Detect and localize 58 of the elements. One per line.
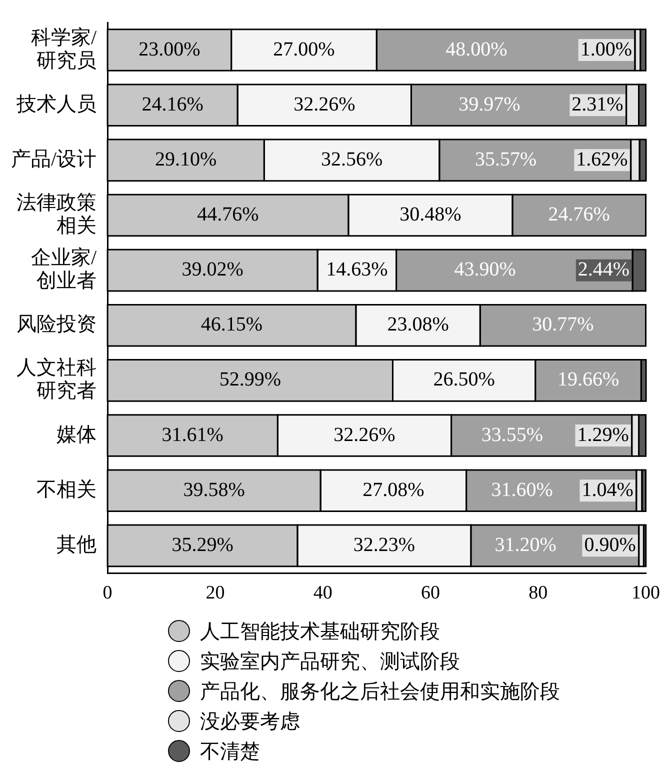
data-label: 23.00% <box>138 38 200 60</box>
legend-label: 产品化、服务化之后社会使用和实施阶段 <box>200 680 560 704</box>
data-label: 46.15% <box>200 314 263 336</box>
y-tick-label: 风险投资 <box>16 314 97 336</box>
x-tick-label: 80 <box>528 582 548 604</box>
data-label: 26.50% <box>433 368 495 391</box>
data-label: 1.29% <box>577 424 629 446</box>
data-label: 30.48% <box>400 203 462 226</box>
x-tick-label: 100 <box>632 582 660 604</box>
data-label: 0.90% <box>584 534 636 556</box>
data-label: 27.00% <box>273 38 335 60</box>
data-label: 1.62% <box>576 148 628 170</box>
data-label: 44.76% <box>197 203 259 226</box>
y-tick-label: 产品/设计 <box>10 148 97 170</box>
data-label: 31.60% <box>491 478 553 501</box>
data-label: 30.77% <box>532 314 594 336</box>
data-label: 43.90% <box>454 258 516 281</box>
data-label: 1.04% <box>582 478 634 501</box>
data-label: 31.20% <box>494 534 556 556</box>
y-tick-label: 其他 <box>56 534 97 556</box>
data-label: 2.44% <box>578 258 630 281</box>
y-tick-label: 法律政策相关 <box>16 192 97 237</box>
data-label: 19.66% <box>557 368 620 391</box>
data-label: 32.26% <box>334 424 396 446</box>
data-label: 52.99% <box>219 368 281 391</box>
data-label: 39.02% <box>182 258 244 281</box>
data-label: 39.97% <box>458 93 520 116</box>
y-tick-label: 企业家/创业者 <box>30 247 97 292</box>
data-label: 32.23% <box>353 534 416 556</box>
data-label: 1.00% <box>580 38 632 60</box>
x-tick-label: 0 <box>102 582 112 604</box>
data-label: 14.63% <box>326 258 388 281</box>
y-tick-label: 人文社科研究者 <box>16 357 97 402</box>
data-label: 31.61% <box>162 424 224 446</box>
y-tick-label: 不相关 <box>36 478 97 501</box>
y-tick-label: 技术人员 <box>16 93 97 116</box>
data-label: 32.56% <box>320 148 383 170</box>
y-tick-label: 媒体 <box>56 424 97 446</box>
data-label: 39.58% <box>183 478 245 501</box>
data-label: 48.00% <box>446 38 508 60</box>
data-label: 24.76% <box>548 203 610 226</box>
text: 人工智能技术基础研究阶段 <box>200 620 440 644</box>
data-label: 2.31% <box>572 93 624 116</box>
legend-label: 不清楚 <box>200 740 260 764</box>
y-tick-label: 科学家/研究员 <box>30 26 97 72</box>
legend-label: 实验室内产品研究、测试阶段 <box>200 650 460 674</box>
data-label: 32.26% <box>294 93 356 116</box>
data-label: 35.29% <box>172 534 234 556</box>
data-label: 35.57% <box>474 148 537 170</box>
x-tick-label: 60 <box>420 582 440 604</box>
x-tick-label: 40 <box>313 582 332 604</box>
data-label: 24.16% <box>142 93 204 116</box>
data-label: 33.55% <box>481 424 544 446</box>
data-label: 23.08% <box>387 314 449 336</box>
data-label: 27.08% <box>362 478 424 501</box>
legend-label: 没必要考虑 <box>200 710 300 734</box>
data-label: 29.10% <box>155 148 217 170</box>
x-tick-label: 20 <box>206 582 225 604</box>
